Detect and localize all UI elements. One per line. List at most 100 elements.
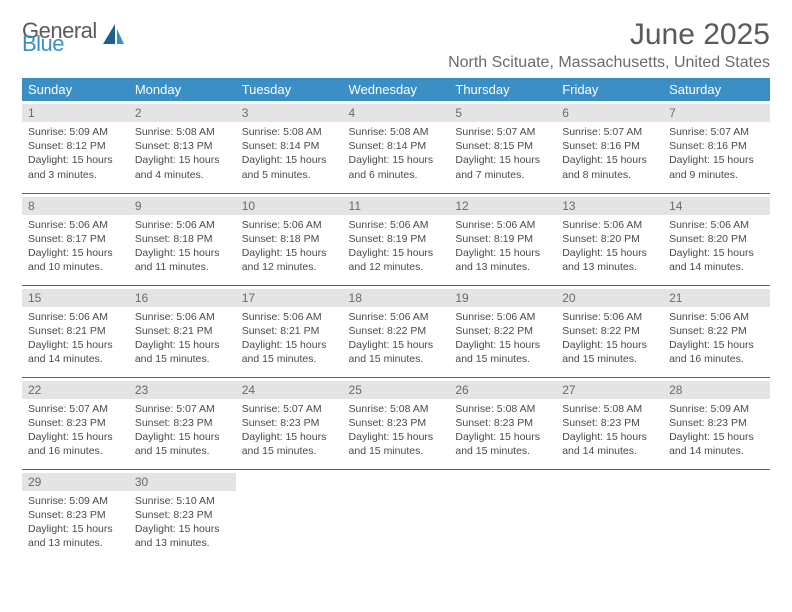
day-header: Friday	[556, 78, 663, 101]
calendar-row: 8Sunrise: 5:06 AMSunset: 8:17 PMDaylight…	[22, 193, 770, 285]
day-number: 30	[129, 473, 236, 491]
calendar-row: 15Sunrise: 5:06 AMSunset: 8:21 PMDayligh…	[22, 285, 770, 377]
sunrise-text: Sunrise: 5:08 AM	[242, 125, 337, 139]
daylight-text: Daylight: 15 hours and 11 minutes.	[135, 246, 230, 274]
sunrise-text: Sunrise: 5:06 AM	[562, 218, 657, 232]
day-number: 24	[236, 381, 343, 399]
calendar-cell: 9 Sunrise: 5:06 AMSunset: 8:18 PMDaylight…	[129, 193, 236, 285]
sunset-text: Sunset: 8:19 PM	[349, 232, 444, 246]
day-header: Tuesday	[236, 78, 343, 101]
sunrise-text: Sunrise: 5:06 AM	[562, 310, 657, 324]
sunrise-text: Sunrise: 5:06 AM	[242, 310, 337, 324]
day-number: 3	[236, 104, 343, 122]
calendar-cell: 13Sunrise: 5:06 AMSunset: 8:20 PMDayligh…	[556, 193, 663, 285]
sunrise-text: Sunrise: 5:06 AM	[669, 310, 764, 324]
calendar-cell: 1Sunrise: 5:09 AMSunset: 8:12 PMDaylight…	[22, 101, 129, 193]
logo-text-wrap: General Blue	[22, 22, 97, 53]
calendar-cell: 27Sunrise: 5:08 AMSunset: 8:23 PMDayligh…	[556, 377, 663, 469]
day-number: 27	[556, 381, 663, 399]
sunrise-text: Sunrise: 5:07 AM	[669, 125, 764, 139]
daylight-text: Daylight: 15 hours and 16 minutes.	[669, 338, 764, 366]
sunset-text: Sunset: 8:23 PM	[669, 416, 764, 430]
calendar-cell: 17Sunrise: 5:06 AMSunset: 8:21 PMDayligh…	[236, 285, 343, 377]
daylight-text: Daylight: 15 hours and 6 minutes.	[349, 153, 444, 181]
day-number: 21	[663, 289, 770, 307]
sunrise-text: Sunrise: 5:06 AM	[28, 310, 123, 324]
calendar-cell	[663, 469, 770, 561]
calendar-cell: 18Sunrise: 5:06 AMSunset: 8:22 PMDayligh…	[343, 285, 450, 377]
sunrise-text: Sunrise: 5:06 AM	[349, 310, 444, 324]
calendar-cell: 22Sunrise: 5:07 AMSunset: 8:23 PMDayligh…	[22, 377, 129, 469]
sunset-text: Sunset: 8:23 PM	[562, 416, 657, 430]
sunrise-text: Sunrise: 5:06 AM	[349, 218, 444, 232]
sunset-text: Sunset: 8:22 PM	[562, 324, 657, 338]
sunset-text: Sunset: 8:23 PM	[455, 416, 550, 430]
sunset-text: Sunset: 8:17 PM	[28, 232, 123, 246]
sunrise-text: Sunrise: 5:06 AM	[455, 310, 550, 324]
calendar-cell: 6Sunrise: 5:07 AMSunset: 8:16 PMDaylight…	[556, 101, 663, 193]
daylight-text: Daylight: 15 hours and 15 minutes.	[455, 338, 550, 366]
sunset-text: Sunset: 8:22 PM	[349, 324, 444, 338]
daylight-text: Daylight: 15 hours and 13 minutes.	[135, 522, 230, 550]
daylight-text: Daylight: 15 hours and 15 minutes.	[455, 430, 550, 458]
calendar-cell: 25Sunrise: 5:08 AMSunset: 8:23 PMDayligh…	[343, 377, 450, 469]
calendar-cell: 11Sunrise: 5:06 AMSunset: 8:19 PMDayligh…	[343, 193, 450, 285]
sunrise-text: Sunrise: 5:09 AM	[669, 402, 764, 416]
daylight-text: Daylight: 15 hours and 12 minutes.	[242, 246, 337, 274]
logo-word2: Blue	[22, 35, 97, 54]
sunrise-text: Sunrise: 5:08 AM	[349, 402, 444, 416]
daylight-text: Daylight: 15 hours and 10 minutes.	[28, 246, 123, 274]
sunset-text: Sunset: 8:14 PM	[349, 139, 444, 153]
calendar-row: 1Sunrise: 5:09 AMSunset: 8:12 PMDaylight…	[22, 101, 770, 193]
daylight-text: Daylight: 15 hours and 14 minutes.	[562, 430, 657, 458]
daylight-text: Daylight: 15 hours and 14 minutes.	[28, 338, 123, 366]
sunrise-text: Sunrise: 5:08 AM	[455, 402, 550, 416]
daylight-text: Daylight: 15 hours and 4 minutes.	[135, 153, 230, 181]
sunset-text: Sunset: 8:22 PM	[669, 324, 764, 338]
calendar-cell	[236, 469, 343, 561]
sunset-text: Sunset: 8:23 PM	[28, 416, 123, 430]
daylight-text: Daylight: 15 hours and 5 minutes.	[242, 153, 337, 181]
sunrise-text: Sunrise: 5:07 AM	[28, 402, 123, 416]
day-number: 29	[22, 473, 129, 491]
sunset-text: Sunset: 8:23 PM	[349, 416, 444, 430]
calendar-cell: 12Sunrise: 5:06 AMSunset: 8:19 PMDayligh…	[449, 193, 556, 285]
calendar-cell: 10Sunrise: 5:06 AMSunset: 8:18 PMDayligh…	[236, 193, 343, 285]
calendar-cell: 15Sunrise: 5:06 AMSunset: 8:21 PMDayligh…	[22, 285, 129, 377]
daylight-text: Daylight: 15 hours and 15 minutes.	[135, 430, 230, 458]
sunset-text: Sunset: 8:21 PM	[242, 324, 337, 338]
calendar-cell: 20Sunrise: 5:06 AMSunset: 8:22 PMDayligh…	[556, 285, 663, 377]
daylight-text: Daylight: 15 hours and 15 minutes.	[562, 338, 657, 366]
day-header: Saturday	[663, 78, 770, 101]
day-number: 23	[129, 381, 236, 399]
calendar-body: 1Sunrise: 5:09 AMSunset: 8:12 PMDaylight…	[22, 101, 770, 561]
calendar-cell: 24Sunrise: 5:07 AMSunset: 8:23 PMDayligh…	[236, 377, 343, 469]
day-header: Thursday	[449, 78, 556, 101]
sunrise-text: Sunrise: 5:07 AM	[242, 402, 337, 416]
daylight-text: Daylight: 15 hours and 8 minutes.	[562, 153, 657, 181]
sunset-text: Sunset: 8:19 PM	[455, 232, 550, 246]
sunset-text: Sunset: 8:20 PM	[669, 232, 764, 246]
calendar-cell: 5Sunrise: 5:07 AMSunset: 8:15 PMDaylight…	[449, 101, 556, 193]
calendar-cell: 26Sunrise: 5:08 AMSunset: 8:23 PMDayligh…	[449, 377, 556, 469]
daylight-text: Daylight: 15 hours and 15 minutes.	[242, 430, 337, 458]
sunrise-text: Sunrise: 5:08 AM	[349, 125, 444, 139]
sunrise-text: Sunrise: 5:06 AM	[242, 218, 337, 232]
day-number: 8	[22, 197, 129, 215]
day-number: 11	[343, 197, 450, 215]
sunrise-text: Sunrise: 5:07 AM	[135, 402, 230, 416]
sunset-text: Sunset: 8:18 PM	[135, 232, 230, 246]
daylight-text: Daylight: 15 hours and 15 minutes.	[349, 338, 444, 366]
calendar-cell	[449, 469, 556, 561]
sunset-text: Sunset: 8:16 PM	[669, 139, 764, 153]
day-number: 14	[663, 197, 770, 215]
day-number: 15	[22, 289, 129, 307]
daylight-text: Daylight: 15 hours and 16 minutes.	[28, 430, 123, 458]
sunrise-text: Sunrise: 5:06 AM	[135, 218, 230, 232]
logo: General Blue	[22, 22, 125, 53]
sunset-text: Sunset: 8:16 PM	[562, 139, 657, 153]
calendar-cell: 21 Sunrise: 5:06 AMSunset: 8:22 PMDayligh…	[663, 285, 770, 377]
daylight-text: Daylight: 15 hours and 15 minutes.	[349, 430, 444, 458]
daylight-text: Daylight: 15 hours and 3 minutes.	[28, 153, 123, 181]
day-number: 9	[129, 197, 236, 215]
